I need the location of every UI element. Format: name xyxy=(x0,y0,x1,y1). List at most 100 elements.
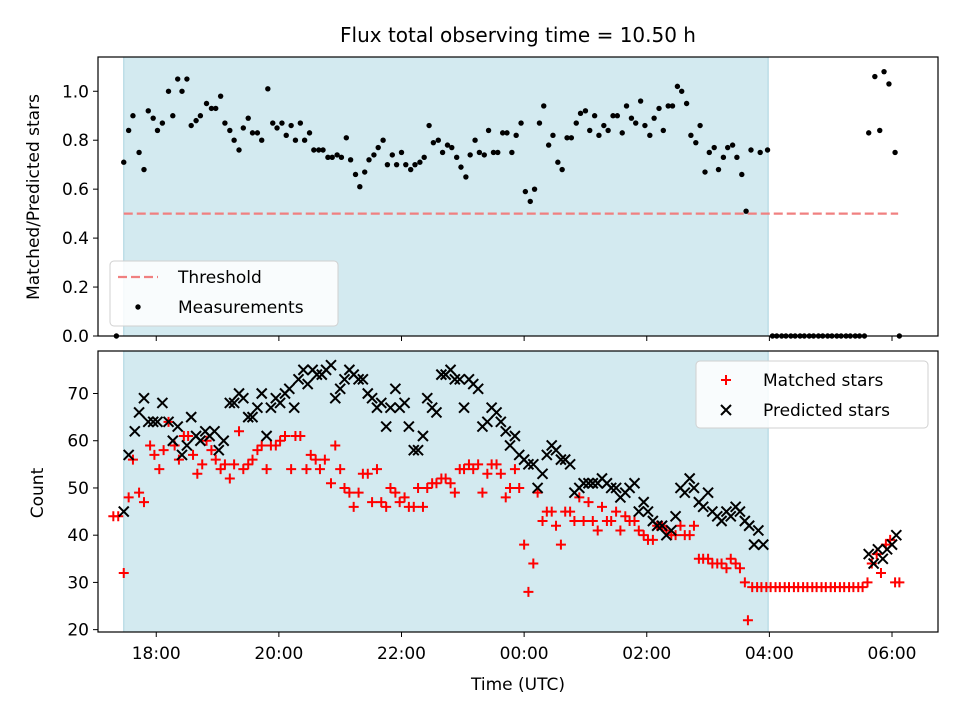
bottom-y-tick-label: 30 xyxy=(67,573,89,593)
top-axes-frame xyxy=(97,56,939,337)
measurement-point xyxy=(679,88,685,94)
predicted-star-point xyxy=(890,529,903,541)
matched-star-point xyxy=(385,482,396,493)
x-tick-label: 02:00 xyxy=(622,644,671,664)
predicted-star-point xyxy=(288,401,300,414)
matched-star-point xyxy=(138,497,149,508)
measurement-point xyxy=(490,149,497,156)
measurement-point xyxy=(254,130,261,136)
measurement-point xyxy=(596,132,602,139)
matched-star-point xyxy=(509,464,520,475)
measurement-point xyxy=(227,127,233,134)
predicted-star-point xyxy=(147,416,159,428)
measurement-point xyxy=(150,115,156,121)
predicted-star-point xyxy=(256,387,268,400)
measurement-point xyxy=(188,122,194,129)
measurement-point xyxy=(145,108,151,114)
predicted-star-point xyxy=(311,368,323,381)
x-tick-label: 04:00 xyxy=(745,644,794,664)
predicted-star-point xyxy=(702,486,714,499)
measurement-point xyxy=(325,154,331,161)
measurement-point xyxy=(412,161,418,168)
matched-star-point xyxy=(592,525,603,536)
measurement-point xyxy=(453,154,460,161)
predicted-star-point xyxy=(752,524,765,537)
predicted-star-point xyxy=(495,416,507,428)
predicted-star-point xyxy=(577,477,590,489)
matched-star-point xyxy=(734,563,745,574)
measurement-point xyxy=(279,120,285,126)
predicted-star-point xyxy=(398,397,411,409)
matched-star-point xyxy=(339,482,350,493)
measurement-point xyxy=(458,164,464,170)
measurement-point xyxy=(522,188,529,195)
predicted-star-point xyxy=(260,430,273,442)
measurement-point xyxy=(697,122,703,129)
measurement-point xyxy=(729,142,736,148)
matched-star-point xyxy=(739,577,750,588)
matched-star-point xyxy=(367,497,378,508)
matched-star-point xyxy=(224,473,235,484)
matched-star-point xyxy=(675,520,686,531)
measurement-point xyxy=(444,142,451,148)
measurement-point xyxy=(306,130,313,136)
predicted-star-point xyxy=(697,501,709,513)
bottom-y-tick-label: 60 xyxy=(67,432,89,452)
matched-star-point xyxy=(376,497,387,508)
measurement-point xyxy=(316,147,322,153)
matched-star-point xyxy=(500,492,511,503)
measurement-point xyxy=(485,127,492,134)
measurement-point xyxy=(568,135,575,141)
matched-star-point xyxy=(238,464,249,475)
measurement-point xyxy=(559,166,565,173)
predicted-star-point xyxy=(564,458,576,471)
measurement-point xyxy=(329,154,335,161)
predicted-star-point xyxy=(213,444,225,456)
measurement-point xyxy=(125,127,132,134)
matched-star-point xyxy=(113,511,124,522)
measurement-point xyxy=(693,139,699,146)
predicted-star-point xyxy=(118,505,130,518)
matched-star-point xyxy=(206,445,217,456)
measurement-point xyxy=(688,132,694,139)
measurement-point xyxy=(154,127,161,134)
matched-star-point xyxy=(688,520,699,531)
matched-star-point xyxy=(551,520,562,531)
measurement-point xyxy=(334,152,340,158)
matched-star-point xyxy=(158,445,169,456)
matched-star-point xyxy=(408,501,419,512)
matched-star-point xyxy=(234,426,245,437)
matched-star-point xyxy=(325,478,336,489)
bottom-observing-window-shade xyxy=(123,351,769,632)
measurement-point xyxy=(720,154,727,161)
top-y-tick-label: 0.6 xyxy=(62,180,89,200)
predicted-star-point xyxy=(688,482,700,494)
matched-star-point xyxy=(449,487,460,498)
predicted-star-point xyxy=(194,435,207,447)
measurement-point xyxy=(577,110,584,116)
measurement-point xyxy=(380,137,386,143)
measurement-point xyxy=(886,81,892,87)
measurement-point xyxy=(208,105,215,112)
matched-star-point xyxy=(154,464,165,475)
matched-star-point xyxy=(422,482,433,493)
x-tick-label: 18:00 xyxy=(132,644,181,664)
predicted-star-point xyxy=(156,397,169,409)
measurement-point xyxy=(366,157,372,163)
measurement-point xyxy=(764,147,771,153)
measurement-point xyxy=(283,132,289,139)
matched-star-point xyxy=(519,539,530,550)
predicted-star-point xyxy=(527,458,540,471)
bottom-legend-box xyxy=(695,360,929,429)
predicted-star-point xyxy=(185,411,197,423)
measurement-point xyxy=(343,135,350,141)
matched-star-point xyxy=(555,539,566,550)
measurement-point xyxy=(587,127,593,134)
measurement-point xyxy=(509,149,515,156)
measurement-point xyxy=(495,149,501,156)
legend-threshold-label: Threshold xyxy=(177,268,262,288)
measurement-point xyxy=(236,147,242,153)
predicted-star-point xyxy=(582,477,595,489)
matched-star-point xyxy=(862,577,873,588)
measurement-point xyxy=(430,139,437,146)
